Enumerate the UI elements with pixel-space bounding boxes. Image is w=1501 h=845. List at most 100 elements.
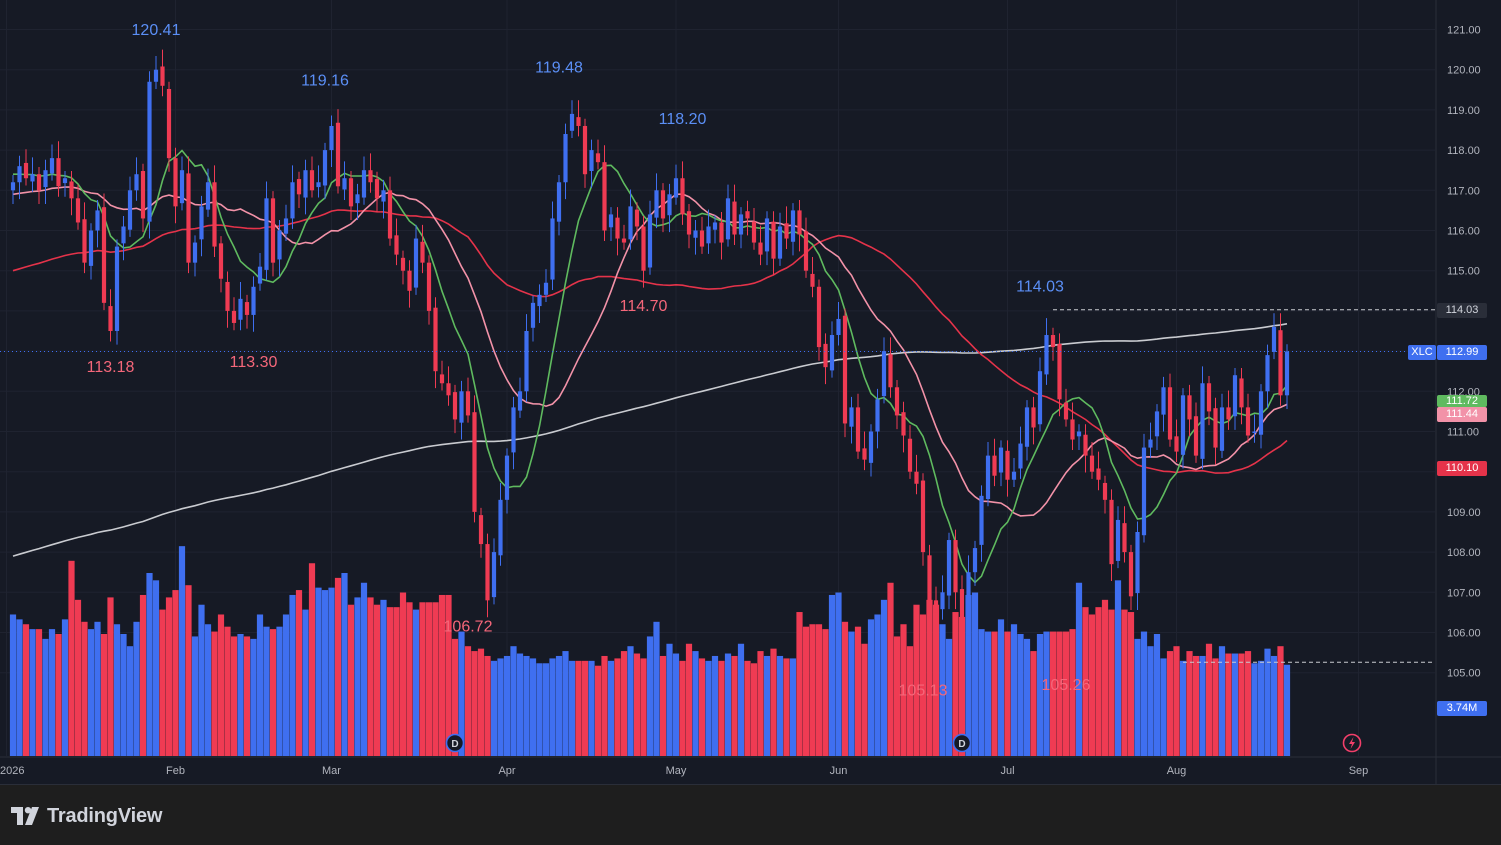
candle-body <box>693 230 698 238</box>
candle-body <box>1063 402 1069 420</box>
candle-body <box>153 69 159 82</box>
volume-bar <box>939 624 946 756</box>
candle-body <box>634 209 640 227</box>
volume-bar <box>633 653 641 756</box>
candle-body <box>576 117 581 126</box>
candle-body <box>823 343 828 368</box>
candle-body <box>543 282 549 295</box>
candle-body <box>491 552 497 598</box>
volume-bar <box>328 587 335 756</box>
candle-body <box>920 480 926 553</box>
volume-bar <box>848 631 855 756</box>
candle-body <box>1115 519 1121 561</box>
y-tick-label: 107.00 <box>1447 587 1481 599</box>
y-tick-label: 121.00 <box>1447 25 1481 37</box>
candle-body <box>303 170 308 198</box>
volume-bar <box>35 629 43 756</box>
candle-body <box>569 113 575 131</box>
candle-body <box>10 182 16 191</box>
volume-bar <box>1238 653 1245 756</box>
volume-bar <box>334 577 342 756</box>
tradingview-logo-icon <box>11 807 39 825</box>
candle-body <box>225 281 230 311</box>
volume-bar <box>594 665 602 756</box>
candle-body <box>504 455 510 500</box>
volume-bar <box>185 585 192 756</box>
volume-bar <box>217 614 225 756</box>
candle-body <box>1265 355 1270 392</box>
candle-body <box>725 198 731 240</box>
volume-bar <box>113 624 121 756</box>
volume-bar <box>211 631 218 756</box>
candle-body <box>108 306 113 331</box>
candle-body <box>602 162 607 231</box>
candle-body <box>361 170 367 198</box>
volume-bar <box>1108 609 1115 756</box>
volume-bar <box>744 660 751 756</box>
candlestick-chart[interactable]: 120.41 119.16 119.48 118.20 114.03 113.18 113.… <box>0 0 1501 784</box>
candle-body <box>667 194 672 216</box>
volume-bar <box>1101 599 1109 756</box>
high-annotation: 118.20 <box>659 111 707 128</box>
candle-body <box>88 230 94 266</box>
candle-body <box>23 162 29 179</box>
volume-bar <box>87 629 95 756</box>
volume-bar <box>971 592 979 756</box>
low-annotation: 105.13 <box>899 682 948 699</box>
candle-body <box>1226 407 1231 420</box>
candle-body <box>699 230 705 247</box>
candle-body <box>524 331 529 392</box>
chart-panel[interactable]: 120.41 119.16 119.48 118.20 114.03 113.18 113.… <box>0 0 1501 784</box>
candle-body <box>621 238 627 243</box>
volume-bar <box>295 590 303 756</box>
volume-bar <box>107 597 114 756</box>
ma-red-price-tag: 110.10 <box>1437 461 1487 476</box>
volume-bar <box>204 624 212 756</box>
candle-body <box>829 335 835 371</box>
candle-body <box>335 122 341 187</box>
candle-body <box>959 589 965 633</box>
volume-bar <box>347 604 355 756</box>
volume-bar <box>380 599 387 756</box>
volume-bar <box>991 631 998 756</box>
candle-body <box>816 286 822 348</box>
volume-bar <box>997 619 1005 756</box>
candle-body <box>901 412 906 436</box>
candle-body <box>1083 434 1088 456</box>
volume-bar <box>919 614 927 756</box>
low-annotation: 105.26 <box>1042 677 1091 694</box>
volume-bar <box>932 604 940 756</box>
volume-bar <box>243 636 251 756</box>
candle-body <box>498 499 503 556</box>
volume-bar <box>133 621 140 756</box>
volume-bar <box>1251 663 1258 756</box>
candle-body <box>927 555 932 601</box>
volume-bar <box>510 646 517 756</box>
tradingview-logo[interactable]: TradingView <box>11 804 162 828</box>
candle-body <box>69 181 74 199</box>
volume-bar <box>1153 634 1161 756</box>
candle-body <box>966 572 971 636</box>
low-annotation: 113.18 <box>87 359 135 376</box>
volume-bar <box>477 648 485 756</box>
candle-body <box>342 178 347 190</box>
volume-bar <box>1199 655 1206 756</box>
x-tick-label: Feb <box>166 765 185 777</box>
candle-body <box>1005 450 1010 480</box>
volume-bar <box>1225 653 1232 756</box>
candle-body <box>758 242 763 255</box>
candle-body <box>550 218 555 280</box>
candle-body <box>764 218 770 252</box>
ma-line-gray <box>12 323 1288 557</box>
candle-body <box>511 407 516 453</box>
candle-body <box>654 190 659 218</box>
candle-body <box>1258 391 1264 435</box>
candle-body <box>485 544 490 601</box>
volume-bar <box>1043 631 1050 756</box>
low-annotation: 114.70 <box>620 298 668 315</box>
volume-bar <box>731 655 738 756</box>
candle-body <box>166 88 172 159</box>
candle-body <box>446 383 451 396</box>
volume-bar <box>425 602 433 756</box>
lightning-icon <box>1349 737 1355 749</box>
